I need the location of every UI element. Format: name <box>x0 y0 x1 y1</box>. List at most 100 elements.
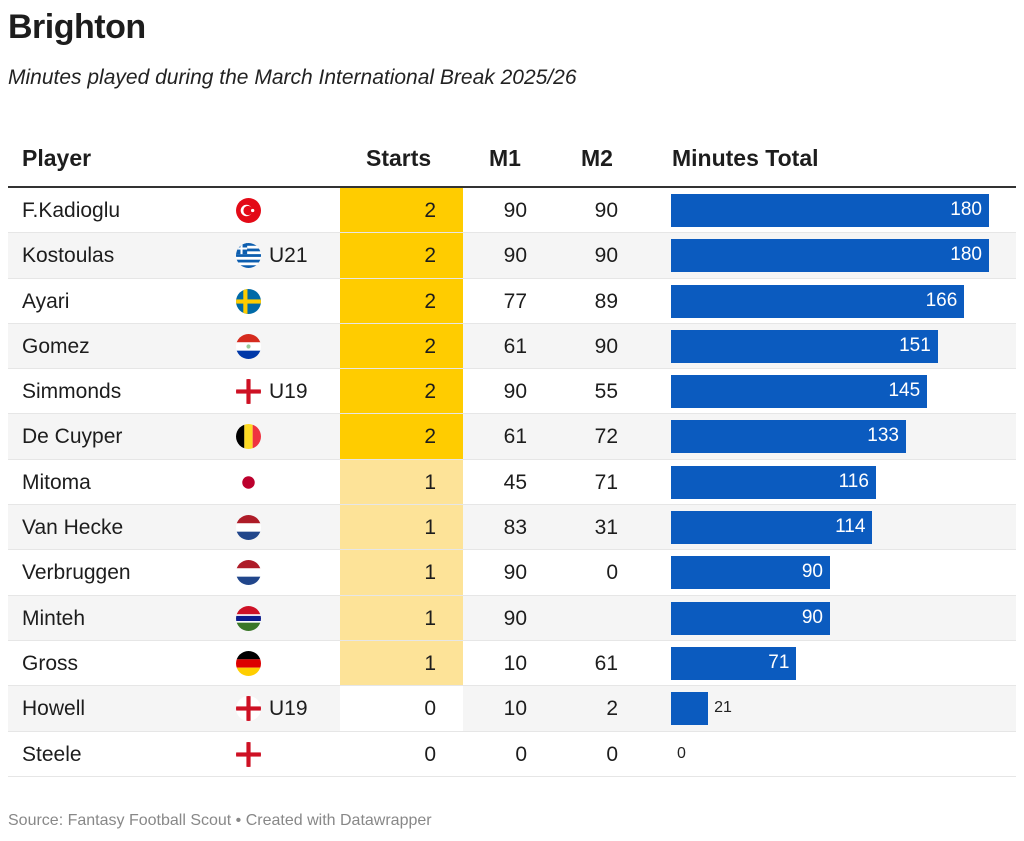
player-name: Minteh <box>22 606 86 630</box>
table-row: Minteh 1 90 90 <box>8 595 1016 641</box>
netherlands-flag-icon <box>236 515 261 541</box>
starts-cell: 2 <box>340 414 463 459</box>
table-row: Howell U19 0 10 2 21 <box>8 686 1016 732</box>
table-row: Gomez 2 61 90 151 <box>8 323 1016 370</box>
paraguay-flag-icon <box>236 333 261 359</box>
starts-cell: 1 <box>340 505 463 550</box>
sweden-flag-icon <box>236 288 261 314</box>
starts-cell: 1 <box>340 595 463 640</box>
minutes-label: 180 <box>950 199 982 220</box>
chart-title: Brighton <box>8 8 146 46</box>
m2-cell: 72 <box>594 425 618 449</box>
netherlands-flag-icon <box>236 560 261 586</box>
header-m2[interactable]: M2 <box>581 145 613 171</box>
table-row: De Cuyper 2 61 72 133 <box>8 414 1016 460</box>
player-name: Gomez <box>22 334 90 358</box>
table-header: Player Starts M1 M2 Minutes Total <box>8 135 1016 188</box>
m1-cell: 90 <box>503 380 527 404</box>
starts-cell: 1 <box>340 550 463 595</box>
minutes-label: 21 <box>714 699 732 717</box>
m2-cell: 89 <box>594 289 618 313</box>
minutes-bar <box>671 239 989 273</box>
minutes-label: 114 <box>835 516 866 538</box>
starts-cell: 0 <box>340 686 463 731</box>
player-name: De Cuyper <box>22 425 123 449</box>
table-row: Steele 0 0 0 0 <box>8 731 1016 777</box>
player-name: F.Kadioglu <box>22 199 121 222</box>
germany-flag-icon <box>236 650 261 676</box>
starts-cell: 1 <box>340 640 463 686</box>
chart-subtitle: Minutes played during the March Internat… <box>8 66 577 89</box>
player-name: Verbruggen <box>22 561 131 585</box>
player-name: Gross <box>22 651 79 675</box>
minutes-bar <box>671 601 830 635</box>
player-name: Simmonds <box>22 380 122 404</box>
age-group-tag: U19 <box>269 697 308 721</box>
minutes-label: 166 <box>925 289 958 311</box>
m1-cell: 61 <box>503 425 527 449</box>
table-row: Ayari 2 77 89 166 <box>8 278 1016 324</box>
m2-cell: 90 <box>594 199 618 222</box>
table-row: Simmonds U19 2 90 55 145 <box>8 369 1016 415</box>
m2-cell: 90 <box>594 334 618 358</box>
age-group-tag: U19 <box>269 380 308 404</box>
m1-cell: 10 <box>503 697 527 721</box>
starts-cell: 2 <box>340 323 463 369</box>
starts-cell: 1 <box>340 459 463 505</box>
starts-cell: 2 <box>340 369 463 414</box>
header-starts[interactable]: Starts <box>366 145 432 171</box>
minutes-label: 151 <box>899 334 931 356</box>
minutes-label: 90 <box>801 606 823 628</box>
header-minutes-total[interactable]: Minutes Total <box>672 145 819 171</box>
player-name: Ayari <box>22 289 70 313</box>
age-group-tag: U21 <box>269 244 308 268</box>
turkey-flag-icon <box>236 198 261 223</box>
table-row: Van Hecke 1 83 31 114 <box>8 505 1016 551</box>
starts-cell: 2 <box>340 188 463 233</box>
m2-cell: 31 <box>594 516 618 540</box>
m1-cell: 45 <box>503 470 527 494</box>
player-name: Kostoulas <box>22 244 115 268</box>
minutes-label: 145 <box>888 380 921 402</box>
m2-cell: 55 <box>594 380 618 404</box>
m2-cell: 71 <box>594 470 618 494</box>
starts-cell: 0 <box>340 731 463 776</box>
minutes-bar <box>671 329 938 363</box>
minutes-label: 116 <box>838 470 869 492</box>
minutes-label: 71 <box>768 651 790 673</box>
table-row: F.Kadioglu 2 90 90 180 <box>8 188 1016 234</box>
england-flag-icon <box>236 741 261 767</box>
player-name: Mitoma <box>22 470 91 494</box>
england-flag-icon <box>236 696 261 722</box>
player-name: Steele <box>22 742 82 766</box>
player-name: Van Hecke <box>22 516 124 540</box>
starts-cell: 2 <box>340 278 463 323</box>
table-row: Gross 1 10 61 71 <box>8 640 1016 687</box>
table-row: Kostoulas U21 2 90 90 180 <box>8 233 1016 279</box>
minutes-bar <box>671 375 928 409</box>
m2-cell: 2 <box>606 697 618 721</box>
minutes-bar <box>671 692 709 726</box>
england-flag-icon <box>236 379 261 405</box>
minutes-bar <box>671 511 873 545</box>
minutes-bar <box>671 420 906 454</box>
minutes-label: 180 <box>950 244 982 266</box>
m1-cell: 90 <box>503 561 527 585</box>
m2-cell: 90 <box>594 244 618 268</box>
minutes-bar <box>671 646 797 680</box>
header-player[interactable]: Player <box>22 145 92 171</box>
m1-cell: 90 <box>503 199 527 222</box>
minutes-bar <box>671 465 876 499</box>
gambia-flag-icon <box>236 605 261 631</box>
m2-cell: 0 <box>606 561 618 585</box>
minutes-label: 90 <box>801 561 823 583</box>
minutes-bar <box>671 284 965 318</box>
m2-cell: 61 <box>594 651 618 675</box>
minutes-label: 133 <box>867 425 899 447</box>
belgium-flag-icon <box>236 424 261 450</box>
source-note: Source: Fantasy Football Scout • Created… <box>8 812 432 829</box>
m1-cell: 61 <box>503 334 527 358</box>
table-row: Mitoma 1 45 71 116 <box>8 459 1016 506</box>
header-m1[interactable]: M1 <box>489 145 521 171</box>
minutes-bar <box>671 556 830 590</box>
